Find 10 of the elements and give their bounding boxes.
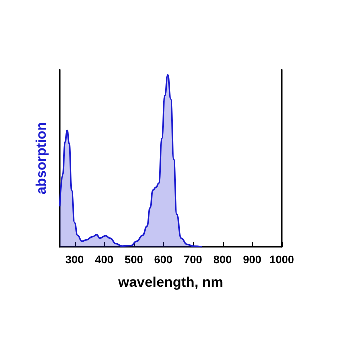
x-tick-label: 800: [214, 254, 232, 266]
x-tick-label: 1000: [270, 254, 294, 266]
x-tick-label: 600: [154, 254, 173, 266]
x-tick-label: 900: [243, 254, 262, 266]
x-tick-label: 400: [95, 254, 114, 266]
x-tick-label: 300: [66, 254, 84, 266]
x-tick-label: 500: [124, 254, 144, 266]
x-tick-label: 700: [184, 254, 202, 266]
x-axis-title: wavelength, nm: [117, 274, 224, 290]
y-axis-title: absorption: [33, 122, 49, 195]
